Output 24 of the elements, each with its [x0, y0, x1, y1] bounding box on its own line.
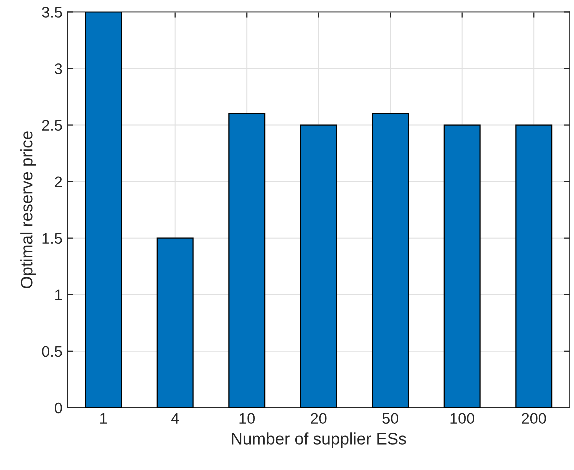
y-tick-label: 2: [55, 176, 62, 188]
bar: [444, 124, 481, 408]
x-tick-label: 100: [450, 413, 475, 424]
x-tick-label: 4: [171, 413, 180, 424]
y-tick-label: 1: [56, 290, 62, 300]
y-tick-label: 0.5: [42, 346, 62, 358]
y-tick-label: 3.5: [42, 7, 62, 18]
x-tick-label: 200: [522, 413, 546, 424]
bar: [516, 124, 553, 408]
y-tick-label: 3: [54, 64, 62, 74]
x-axis-title: Number of supplier ESs: [232, 432, 406, 448]
y-tick-label: 2.5: [42, 120, 62, 131]
bar: [372, 113, 410, 408]
bar: [300, 124, 338, 408]
bar: [156, 238, 194, 408]
y-tick-label: 1.5: [42, 233, 62, 244]
y-axis-title: Optimal reserve price: [20, 132, 36, 288]
x-tick-label: 10: [240, 413, 256, 424]
x-tick-label: 20: [311, 413, 327, 424]
bar: [85, 12, 122, 408]
bar: [228, 113, 266, 408]
x-tick-label: 50: [382, 413, 399, 424]
x-tick-label: 1: [100, 413, 108, 424]
y-tick-label: 0: [54, 402, 62, 414]
